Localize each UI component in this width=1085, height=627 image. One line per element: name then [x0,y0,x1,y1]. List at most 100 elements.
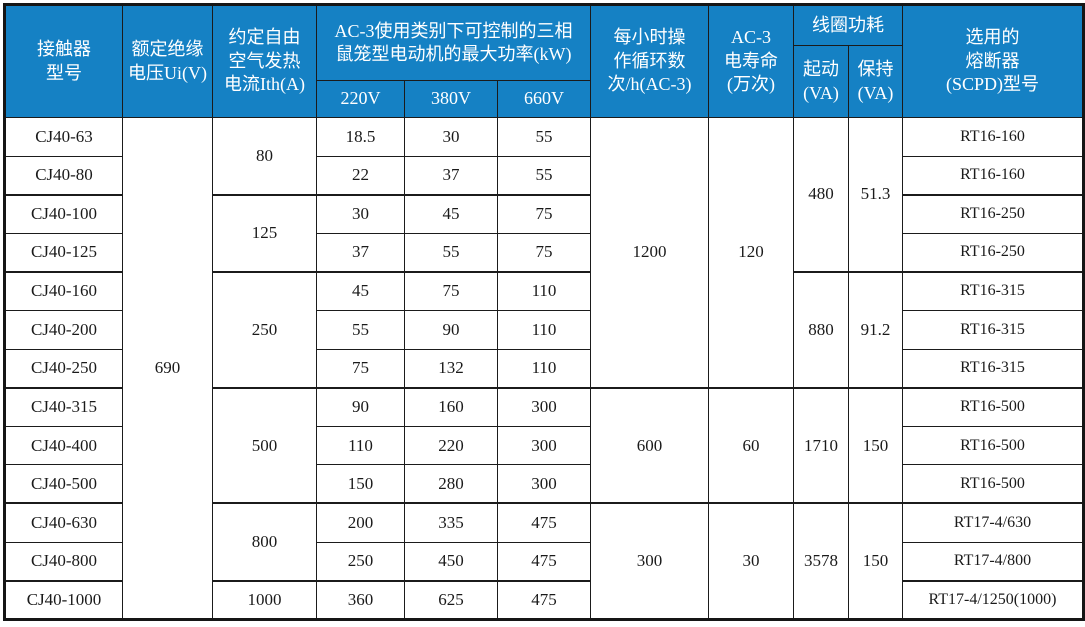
cell-fuse: RT16-500 [902,425,1084,466]
cell-fuse: RT16-315 [902,309,1084,350]
table-row: CJ40-315 500 90 160 300 600 60 1710 150 RT16-500 [4,386,1084,504]
cell-model: CJ40-80 [4,155,123,196]
header-contactor-model: 接触器 型号 [4,4,123,118]
cell-fuse: RT16-500 [902,386,1084,427]
cell-life: 60 [708,386,794,504]
cell-p380: 55 [404,232,498,273]
cell-coil-hold: 150 [848,502,903,620]
header-power-220v: 220V [316,80,405,118]
header-power-380v: 380V [404,80,498,118]
cell-model: CJ40-63 [4,117,123,157]
table-row: CJ40-500 150 280 300 RT16-500 [4,464,1084,504]
cell-p660: 300 [497,386,591,427]
cell-ith: 500 [212,386,317,504]
header-power-660v: 660V [497,80,591,118]
cell-p380: 160 [404,386,498,427]
cell-p220: 200 [316,502,405,543]
cell-ith: 800 [212,502,317,582]
cell-model: CJ40-250 [4,348,123,389]
header-rated-insulation-voltage: 额定绝缘 电压Ui(V) [122,4,213,118]
cell-fuse: RT16-500 [902,464,1084,504]
table-row: CJ40-1000 1000 360 625 475 RT17-4/1250(1000) [4,579,1084,620]
cell-model: CJ40-200 [4,309,123,350]
contactor-spec-table: 接触器 型号 额定绝缘 电压Ui(V) 约定自由 空气发热 电流Ith(A) AC-3… [3,3,1085,621]
cell-p660: 55 [497,155,591,196]
header-row: 起动 (VA) 保持 (VA) [5,45,1084,118]
cell-coil-hold: 150 [848,386,903,504]
cell-p380: 335 [404,502,498,543]
cell-ith: 80 [212,116,317,196]
header-ac3-max-power: AC-3使用类别下可控制的三相 鼠笼型电动机的最大功率(kW) [316,4,591,81]
header-thermal-current: 约定自由 空气发热 电流Ith(A) [212,4,317,118]
cell-ops: 1200 [590,116,709,389]
cell-model: CJ40-100 [4,193,123,234]
table-row: CJ40-80 22 37 55 RT16-160 [4,155,1084,196]
cell-ui: 690 [122,117,213,620]
cell-p380: 30 [404,117,498,157]
cell-p660: 75 [497,232,591,273]
cell-ops: 300 [590,502,709,620]
table-row: CJ40-63 690 80 18.5 30 55 1200 120 480 51.3 RT16-1… [4,116,1084,620]
table-row: CJ40-800 250 450 475 RT17-4/800 [4,541,1084,582]
cell-ith: 1000 [212,579,317,620]
cell-p220: 22 [316,155,405,196]
cell-coil-hold: 91.2 [848,270,903,389]
table-row: CJ40-250 75 132 110 RT16-315 [4,348,1084,389]
table-row: CJ40-200 55 90 110 RT16-315 [4,309,1084,350]
table-header: 接触器 型号 额定绝缘 电压Ui(V) 约定自由 空气发热 电流Ith(A) AC-3… [4,4,1084,118]
cell-p380: 37 [404,155,498,196]
cell-fuse: RT16-315 [902,270,1084,311]
cell-fuse: RT17-4/1250(1000) [902,579,1084,620]
cell-model: CJ40-500 [4,464,123,504]
cell-model: CJ40-800 [4,541,123,582]
cell-fuse: RT16-250 [902,232,1084,273]
cell-p220: 30 [316,193,405,234]
cell-p220: 37 [316,232,405,273]
cell-p220: 360 [316,579,405,620]
cell-p380: 220 [404,425,498,466]
table-row: CJ40-125 37 55 75 RT16-250 [4,232,1084,273]
cell-p660: 75 [497,193,591,234]
table-row: CJ40-630 800 200 335 475 300 30 3578 150 RT17-4/6… [4,502,1084,620]
header-coil-hold-va: 保持 (VA) [848,45,903,118]
cell-coil-start: 3578 [793,502,849,620]
cell-p660: 475 [497,502,591,543]
cell-p220: 90 [316,386,405,427]
cell-p220: 55 [316,309,405,350]
cell-p380: 75 [404,270,498,311]
cell-model: CJ40-1000 [4,579,123,620]
cell-life: 30 [708,502,794,620]
cell-p660: 300 [497,425,591,466]
cell-p660: 300 [497,464,591,504]
cell-p660: 55 [497,117,591,157]
cell-p660: 110 [497,309,591,350]
cell-model: CJ40-400 [4,425,123,466]
cell-coil-start: 480 [793,116,849,273]
header-ac3-electrical-life: AC-3 电寿命 (万次) [708,4,794,118]
cell-fuse: RT16-160 [902,155,1084,196]
cell-model: CJ40-125 [4,232,123,273]
cell-model: CJ40-630 [4,502,123,543]
cell-model: CJ40-160 [4,270,123,311]
cell-p380: 45 [404,193,498,234]
cell-p220: 45 [316,270,405,311]
table-row: CJ40-400 110 220 300 RT16-500 [4,425,1084,466]
cell-fuse: RT17-4/630 [902,502,1084,543]
cell-p380: 280 [404,464,498,504]
cell-p660: 475 [497,541,591,582]
cell-model: CJ40-315 [4,386,123,427]
header-coil-start-va: 起动 (VA) [793,45,849,118]
cell-life: 120 [708,116,794,389]
cell-coil-start: 1710 [793,386,849,504]
table-row: CJ40-100 125 30 45 75 RT16-250 [4,193,1084,273]
cell-p660: 475 [497,579,591,620]
cell-p380: 90 [404,309,498,350]
cell-fuse: RT16-160 [902,117,1084,157]
cell-p380: 625 [404,579,498,620]
header-fuse-type: 选用的 熔断器 (SCPD)型号 [902,4,1084,118]
cell-fuse: RT16-315 [902,348,1084,389]
cell-ith: 125 [212,193,317,273]
header-row: 接触器 型号 额定绝缘 电压Ui(V) 约定自由 空气发热 电流Ith(A) AC-3… [4,4,1084,118]
cell-p660: 110 [497,270,591,311]
